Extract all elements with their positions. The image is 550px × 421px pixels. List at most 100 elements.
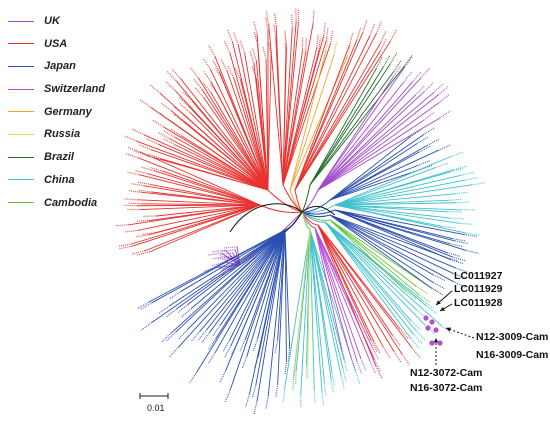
tip-label-mark [127, 202, 142, 205]
tip-label-mark [217, 255, 232, 260]
tip-label-mark [425, 305, 438, 315]
clade-14 [301, 211, 421, 380]
tip-label-mark [391, 334, 402, 347]
tip-label-mark [224, 389, 231, 403]
tip-label-mark [207, 252, 222, 256]
tip-label-mark [438, 143, 452, 151]
tip-label-mark [126, 171, 141, 176]
tip-label-mark [178, 96, 190, 107]
tip-label-mark [284, 33, 288, 48]
legend-swatch [8, 179, 34, 181]
tree-branch [294, 35, 371, 191]
tip-label-mark [251, 47, 257, 62]
tip-label-mark [331, 371, 336, 386]
tip-label-mark [343, 358, 349, 373]
tip-label-mark [464, 176, 479, 181]
tip-label-mark [200, 331, 211, 344]
tree-branch [275, 25, 284, 186]
tip-label-mark [219, 370, 227, 384]
tree-branch [136, 140, 269, 191]
tree-branch [226, 70, 269, 191]
tip-label-mark [382, 346, 391, 359]
tree-branch [257, 229, 286, 339]
clade-6 [301, 126, 452, 213]
tree-branch [144, 204, 261, 252]
tip-label-mark [182, 90, 193, 102]
tree-branch [317, 224, 395, 352]
tip-label-mark [350, 357, 357, 371]
legend-swatch [8, 20, 34, 22]
tree-branch [309, 229, 315, 390]
tip-label-mark [450, 167, 464, 173]
tree-branch [244, 53, 269, 191]
tip-label-mark [361, 19, 368, 34]
tree-branch [329, 214, 454, 274]
tip-label-mark [211, 255, 226, 260]
tip-label-mark [168, 346, 179, 358]
highlight-dot [433, 327, 439, 333]
tree-branch [314, 227, 362, 359]
tree-branch [148, 229, 286, 303]
tree-branch [334, 171, 451, 206]
tree-branch [236, 229, 286, 344]
tip-label-mark [418, 294, 431, 304]
tip-label-mark [459, 222, 474, 225]
tree-branch [317, 81, 405, 191]
tree-branch [317, 92, 434, 191]
tree-branch [309, 229, 342, 376]
tip-label-mark [426, 138, 440, 147]
tree-branch [317, 224, 377, 367]
highlight-dot [425, 325, 431, 331]
tree-branch [175, 90, 269, 191]
tip-label-mark [197, 329, 208, 341]
legend-item-uk: UK [8, 12, 108, 30]
tree-tips [114, 7, 486, 416]
tip-label-mark [176, 303, 189, 314]
tree-branch [151, 229, 286, 323]
tip-label-mark [330, 379, 335, 394]
tip-label-mark [415, 329, 426, 341]
tip-label-mark [415, 285, 429, 295]
tree-branch [317, 91, 425, 191]
tip-label-mark [355, 371, 361, 385]
tip-label-mark [232, 31, 239, 46]
clade-13 [301, 211, 381, 375]
arrowhead-icon [440, 306, 445, 311]
tip-label-mark [450, 258, 464, 265]
tip-label-mark [178, 102, 190, 113]
tip-label-mark [202, 70, 212, 83]
tip-label-mark [460, 171, 475, 176]
tip-label-mark [439, 109, 452, 119]
tree-branch [148, 173, 261, 206]
tip-label-mark [373, 358, 381, 372]
tip-label-mark [322, 22, 326, 37]
tip-label-mark [442, 225, 457, 229]
tree-branch [317, 117, 440, 191]
tip-label-mark [273, 23, 277, 38]
tree-branch [317, 224, 384, 347]
tip-label-mark [393, 350, 402, 364]
legend-swatch [8, 43, 34, 45]
clade-11 [136, 211, 303, 416]
tip-label-mark [403, 54, 413, 67]
tree-branch [256, 34, 269, 191]
tip-label-mark [454, 240, 469, 245]
clade-7 [301, 151, 486, 236]
tree-branch [214, 56, 269, 191]
tip-label-mark [172, 113, 185, 123]
tree-branch [137, 199, 261, 206]
tip-label-mark [117, 243, 132, 248]
tree-branch [229, 229, 286, 340]
tip-label-mark [207, 351, 216, 365]
tip-label-mark [392, 65, 402, 78]
tree-branch [329, 149, 439, 201]
tree-branch [282, 22, 299, 186]
tree-branch [309, 71, 395, 186]
tip-label-mark [180, 307, 193, 318]
tree-branch [334, 179, 465, 206]
tip-label-mark [135, 234, 150, 238]
tip-label-mark [194, 86, 205, 99]
clade-0 [123, 16, 303, 213]
tree-branch [170, 120, 269, 191]
